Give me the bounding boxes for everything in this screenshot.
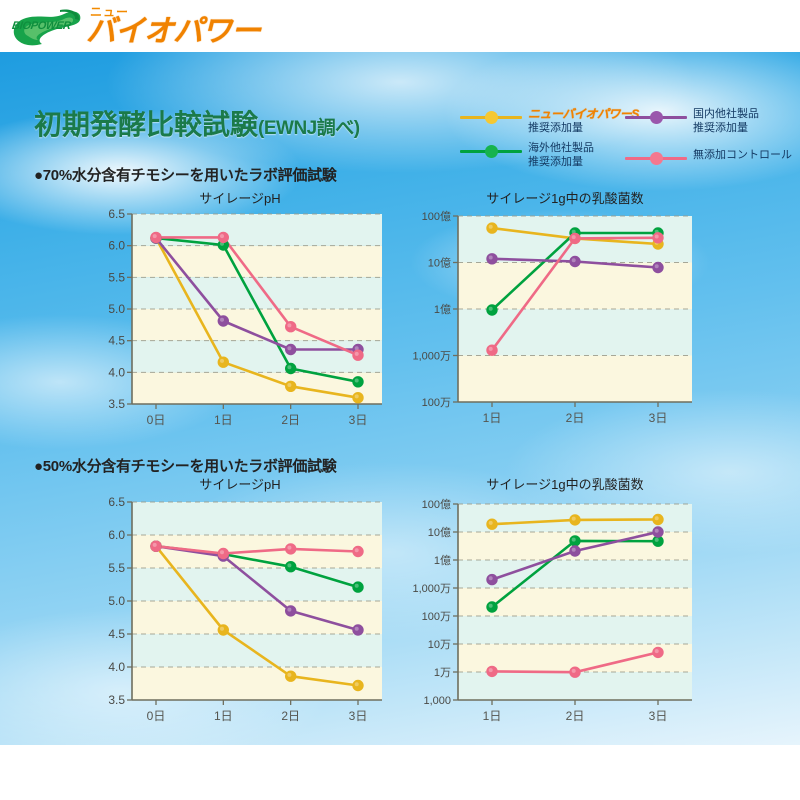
- svg-text:5.0: 5.0: [108, 594, 125, 608]
- svg-text:10億: 10億: [428, 257, 451, 270]
- svg-text:100億: 100億: [422, 498, 451, 511]
- svg-text:1億: 1億: [434, 303, 451, 316]
- chart-title-50-lab: サイレージ1g中の乳酸菌数: [486, 477, 644, 492]
- svg-text:2日: 2日: [281, 413, 300, 427]
- legend-label-biopower-strong: ニューバイオパワーS: [528, 107, 639, 121]
- svg-text:10万: 10万: [428, 639, 451, 651]
- page-title: 初期発酵比較試験(EWNJ調べ): [34, 103, 360, 143]
- svg-text:1,000万: 1,000万: [412, 351, 451, 363]
- chart-70-ph: 6.5 6.0 5.5 5.0 4.5 4.0 3.5 0日 1日 2日 3日: [90, 204, 390, 434]
- svg-text:1,000万: 1,000万: [412, 583, 451, 595]
- chart-title-70-lab: サイレージ1g中の乳酸菌数: [486, 191, 644, 206]
- legend-dot-purple: [650, 111, 663, 124]
- svg-text:1万: 1万: [434, 667, 451, 679]
- section-heading-50: ●50%水分含有チモシーを用いたラボ評価試験: [34, 458, 337, 475]
- legend-dot-pink: [650, 152, 663, 165]
- svg-text:3.5: 3.5: [108, 397, 125, 411]
- svg-text:4.0: 4.0: [108, 660, 125, 674]
- legend-label-control: 無添加コントロール: [693, 148, 792, 162]
- svg-text:100万: 100万: [422, 611, 451, 623]
- svg-text:1,000: 1,000: [423, 695, 451, 707]
- svg-text:10億: 10億: [428, 526, 451, 539]
- svg-text:6.0: 6.0: [108, 239, 125, 253]
- svg-text:6.0: 6.0: [108, 528, 125, 542]
- bottom-white-band: [0, 745, 800, 800]
- chart-title-70-ph: サイレージpH: [199, 191, 281, 206]
- svg-text:3.5: 3.5: [108, 693, 125, 707]
- svg-text:4.5: 4.5: [108, 334, 125, 348]
- svg-text:2日: 2日: [566, 411, 585, 425]
- svg-text:6.5: 6.5: [108, 207, 125, 221]
- svg-text:1日: 1日: [214, 709, 233, 723]
- legend-label-domestic-line1: 国内他社製品: [693, 108, 759, 120]
- svg-text:1日: 1日: [483, 709, 502, 723]
- legend-label-control-line1: 無添加コントロール: [693, 149, 792, 161]
- chart-70-lab: 100億 10億 1億 1,000万 100万 1日 2日 3日: [400, 204, 700, 434]
- brand-logo: BIOPOWER ニュー バイオパワー: [6, 4, 266, 50]
- svg-text:3日: 3日: [349, 709, 368, 723]
- svg-text:3日: 3日: [649, 709, 668, 723]
- logo-product-name: バイオパワー: [86, 15, 261, 48]
- chart-50-ph: 6.5 6.0 5.5 5.0 4.5 4.0 3.5 0日 1日 2日 3日: [90, 492, 390, 732]
- svg-text:1億: 1億: [434, 554, 451, 567]
- page-title-sub: (EWNJ調べ): [258, 118, 360, 139]
- svg-text:4.0: 4.0: [108, 365, 125, 379]
- svg-text:100万: 100万: [422, 397, 451, 409]
- chart-50-lab: 100億 10億 1億 1,000万 100万 10万 1万 1,000 1日 2日 3日: [400, 492, 700, 732]
- legend-label-overseas-line2: 推奨添加量: [528, 156, 583, 168]
- legend-label-domestic-line2: 推奨添加量: [693, 122, 748, 134]
- svg-text:4.5: 4.5: [108, 627, 125, 641]
- svg-text:5.5: 5.5: [108, 270, 125, 284]
- biopower-wordmark: BIOPOWER: [11, 20, 72, 32]
- legend-label-biopower-sub: 推奨添加量: [528, 122, 583, 134]
- svg-text:5.0: 5.0: [108, 302, 125, 316]
- svg-text:2日: 2日: [566, 709, 585, 723]
- svg-text:5.5: 5.5: [108, 561, 125, 575]
- chart-legend: ニューバイオパワーS 推奨添加量 海外他社製品 推奨添加量 国内他社製品 推奨添…: [460, 103, 792, 169]
- svg-text:3日: 3日: [649, 411, 668, 425]
- legend-label-overseas-line1: 海外他社製品: [528, 142, 594, 154]
- legend-label-biopower: ニューバイオパワーS 推奨添加量: [528, 107, 639, 135]
- legend-dot-green: [485, 145, 498, 158]
- svg-text:0日: 0日: [147, 709, 166, 723]
- svg-text:1日: 1日: [483, 411, 502, 425]
- svg-text:3日: 3日: [349, 413, 368, 427]
- section-heading-70: ●70%水分含有チモシーを用いたラボ評価試験: [34, 167, 337, 184]
- legend-label-domestic: 国内他社製品 推奨添加量: [693, 107, 759, 135]
- svg-text:100億: 100億: [422, 210, 451, 223]
- svg-text:2日: 2日: [281, 709, 300, 723]
- legend-dot-yellow: [485, 111, 498, 124]
- svg-text:0日: 0日: [147, 413, 166, 427]
- svg-text:1日: 1日: [214, 413, 233, 427]
- legend-label-overseas: 海外他社製品 推奨添加量: [528, 141, 594, 169]
- page-title-main: 初期発酵比較試験: [34, 109, 259, 140]
- logo-kana-nyu: ニュー: [90, 5, 130, 19]
- svg-text:6.5: 6.5: [108, 495, 125, 509]
- logo-band: BIOPOWER ニュー バイオパワー: [0, 0, 800, 52]
- biopower-swoosh-icon: [13, 9, 81, 46]
- chart-title-50-ph: サイレージpH: [199, 477, 281, 492]
